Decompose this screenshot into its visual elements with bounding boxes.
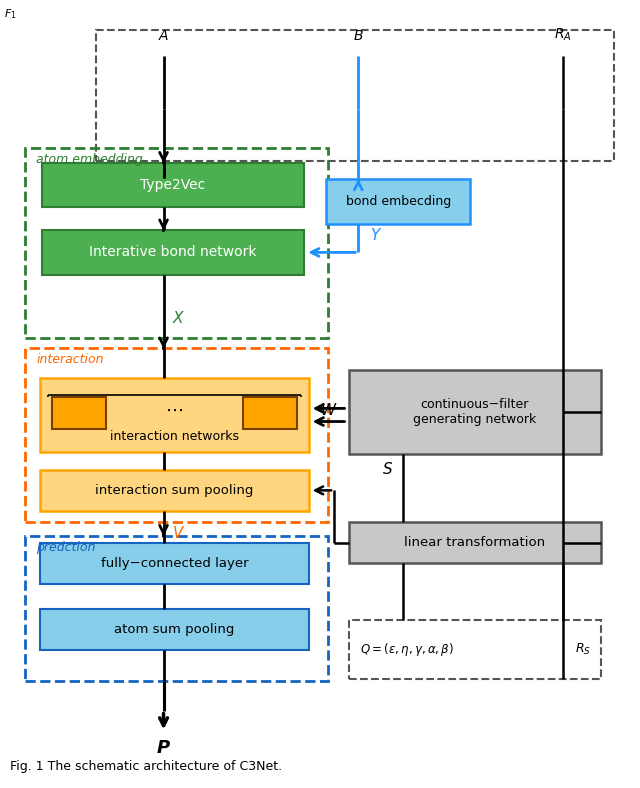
Text: $R_S$: $R_S$ [575,642,591,657]
Bar [42,230,304,275]
Bar [40,609,308,649]
Text: $A$: $A$ [158,29,169,43]
Bar [349,522,601,563]
Text: $B$: $B$ [353,29,364,43]
Text: Type2Vec: Type2Vec [141,178,205,192]
Text: continuous−filter
generating network: continuous−filter generating network [413,399,536,426]
Text: $X$: $X$ [173,310,186,326]
Bar [40,378,308,452]
Text: predction: predction [36,541,96,554]
Text: $\cdots$: $\cdots$ [165,401,184,418]
Text: $Q=(\varepsilon, \eta, \gamma, \alpha, \beta)$: $Q=(\varepsilon, \eta, \gamma, \alpha, \… [360,641,454,658]
Text: $S$: $S$ [382,461,394,477]
Bar [349,370,601,455]
Text: interaction: interaction [36,353,104,366]
Bar [97,30,614,162]
Bar [243,397,297,429]
Text: atom sum pooling: atom sum pooling [114,623,235,636]
Text: Fig. 1 The schematic architecture of C3Net.: Fig. 1 The schematic architecture of C3N… [10,760,282,773]
Bar [42,162,304,207]
Bar [40,470,308,511]
Bar [25,348,328,522]
Bar [349,620,601,679]
Text: Interative bond network: Interative bond network [90,245,257,259]
Text: $Y$: $Y$ [370,227,382,243]
Text: bond embecding: bond embecding [346,195,451,208]
Text: $W$: $W$ [320,403,338,418]
Text: $F_1$: $F_1$ [4,7,17,21]
Text: $R_A$: $R_A$ [554,27,572,43]
Text: linear transformation: linear transformation [404,537,545,549]
Text: fully−connected layer: fully−connected layer [100,557,248,571]
Text: $V$: $V$ [173,525,186,541]
Bar [40,544,308,584]
Bar [25,536,328,681]
Text: $\boldsymbol{P}$: $\boldsymbol{P}$ [156,739,171,756]
Text: interaction networks: interaction networks [110,430,239,443]
Text: interaction sum pooling: interaction sum pooling [95,484,253,497]
Text: atom embedding: atom embedding [36,154,143,166]
Bar [52,397,106,429]
Bar [25,148,328,338]
Bar [326,179,470,224]
